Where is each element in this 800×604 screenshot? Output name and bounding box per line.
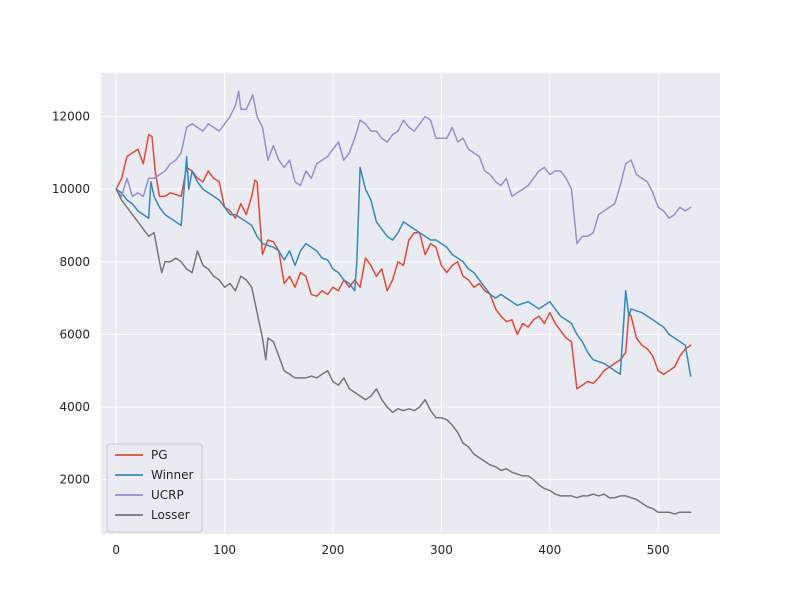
- tick-labels: 0 100 200 300 400 500 2000 4000 6000 8000 10000 120…: [52, 110, 670, 557]
- series-line-ucrp: [115, 90, 692, 245]
- y-tick-label: 2000: [59, 473, 90, 487]
- x-tick-label: 400: [538, 543, 561, 557]
- y-tick-label: 8000: [59, 255, 90, 269]
- y-tick-label: 4000: [59, 400, 90, 414]
- legend-label: Winner: [151, 468, 194, 482]
- legend-label: PG: [151, 448, 168, 462]
- plot-area-background: [101, 73, 720, 534]
- legend: PG Winner UCRP Losser: [106, 443, 203, 533]
- legend-label: Losser: [151, 508, 190, 522]
- series-line-losser: [115, 188, 692, 515]
- x-tick-label: 0: [112, 543, 120, 557]
- x-tick-label: 500: [647, 543, 670, 557]
- legend-box: [106, 443, 203, 533]
- x-tick-label: 200: [322, 543, 345, 557]
- series-line-winner: [115, 155, 692, 377]
- series-line-pg: [115, 133, 692, 390]
- legend-label: UCRP: [151, 488, 184, 502]
- y-tick-label: 12000: [52, 110, 90, 124]
- y-tick-label: 6000: [59, 327, 90, 341]
- series-lines: [115, 90, 692, 515]
- x-tick-label: 300: [430, 543, 453, 557]
- x-tick-label: 100: [213, 543, 236, 557]
- y-tick-label: 10000: [52, 182, 90, 196]
